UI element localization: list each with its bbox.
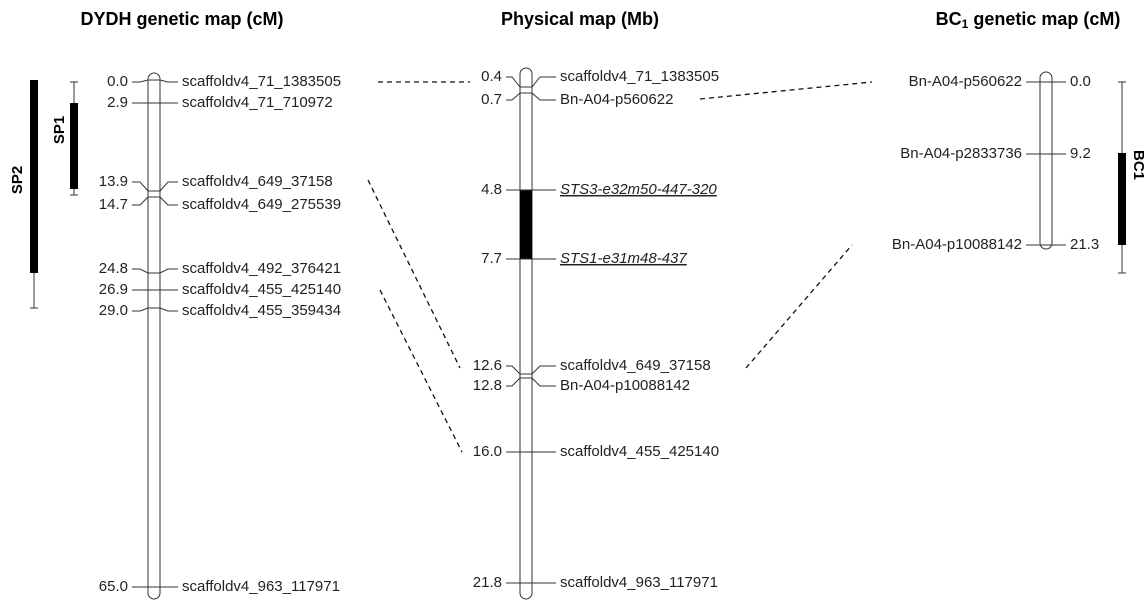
marker-position: 29.0 <box>99 302 128 319</box>
marker-position: 24.8 <box>99 260 128 277</box>
chromosome <box>1039 71 1053 250</box>
marker-position: 0.0 <box>1070 73 1091 90</box>
interval-bar <box>30 80 38 273</box>
marker-name: scaffoldv4_455_425140 <box>560 443 719 460</box>
chromosome-band <box>520 190 532 259</box>
marker-position: 26.9 <box>99 281 128 298</box>
interval-bar <box>70 103 78 189</box>
connector <box>745 244 853 369</box>
title-part: BC <box>936 9 962 29</box>
marker-name: scaffoldv4_492_376421 <box>182 260 341 277</box>
marker-position: 0.0 <box>107 73 128 90</box>
marker-name: scaffoldv4_71_710972 <box>182 94 333 111</box>
connector <box>367 179 461 369</box>
marker-tick <box>132 79 178 83</box>
marker-name: Bn-A04-p560622 <box>909 73 1022 90</box>
interval-bar <box>1118 153 1126 245</box>
marker-name: scaffoldv4_71_1383505 <box>182 73 341 90</box>
marker-position: 12.8 <box>473 377 502 394</box>
marker-position: 65.0 <box>99 578 128 595</box>
marker-name: scaffoldv4_649_37158 <box>560 357 711 374</box>
marker-tick <box>132 307 178 312</box>
connector <box>699 81 873 100</box>
marker-position: 14.7 <box>99 196 128 213</box>
marker-tick <box>506 365 556 375</box>
marker-position: 21.3 <box>1070 236 1099 253</box>
marker-position: 21.8 <box>473 574 502 591</box>
marker-name: scaffoldv4_455_359434 <box>182 302 341 319</box>
chromosome <box>147 72 161 600</box>
marker-name: scaffoldv4_71_1383505 <box>560 68 719 85</box>
map-title: Physical map (Mb) <box>501 9 659 29</box>
marker-name: scaffoldv4_963_117971 <box>560 574 718 591</box>
marker-name: STS3-e32m50-447-320 <box>560 181 717 198</box>
marker-name: scaffoldv4_963_117971 <box>182 578 340 595</box>
map-title: DYDH genetic map (cM) <box>80 9 283 29</box>
marker-name: Bn-A04-p10088142 <box>892 236 1022 253</box>
map-title: BC1 genetic map (cM) <box>936 9 1121 31</box>
marker-name: scaffoldv4_649_37158 <box>182 173 333 190</box>
marker-name: Bn-A04-p560622 <box>560 91 673 108</box>
marker-position: 12.6 <box>473 357 502 374</box>
marker-name: scaffoldv4_455_425140 <box>182 281 341 298</box>
marker-position: 9.2 <box>1070 145 1091 162</box>
title-subscript: 1 <box>962 17 969 31</box>
title-part: genetic map (cM) <box>968 9 1120 29</box>
marker-tick <box>506 92 556 101</box>
marker-tick <box>132 196 178 206</box>
marker-name: scaffoldv4_649_275539 <box>182 196 341 213</box>
marker-name: STS1-e31m48-437 <box>560 250 687 267</box>
marker-position: 16.0 <box>473 443 502 460</box>
marker-tick <box>506 76 556 88</box>
marker-name: Bn-A04-p2833736 <box>900 145 1022 162</box>
marker-position: 4.8 <box>481 181 502 198</box>
chromosome <box>519 67 533 600</box>
marker-position: 13.9 <box>99 173 128 190</box>
marker-position: 2.9 <box>107 94 128 111</box>
interval-label: SP2 <box>9 166 26 194</box>
marker-position: 7.7 <box>481 250 502 267</box>
interval-label: BC1 <box>1130 150 1147 180</box>
marker-position: 0.4 <box>481 68 502 85</box>
connector <box>379 289 463 453</box>
marker-tick <box>132 181 178 192</box>
marker-position: 0.7 <box>481 91 502 108</box>
interval-label: SP1 <box>51 116 68 144</box>
marker-name: Bn-A04-p10088142 <box>560 377 690 394</box>
marker-tick <box>132 268 178 274</box>
marker-tick <box>506 377 556 387</box>
